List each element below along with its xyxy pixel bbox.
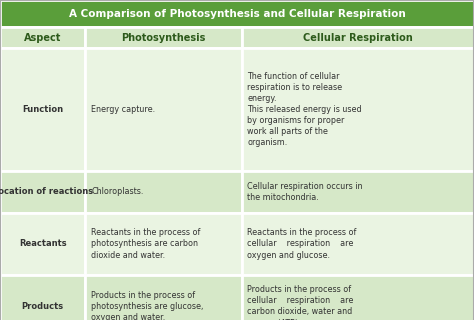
FancyBboxPatch shape [0,27,85,48]
Text: The function of cellular
respiration is to release
energy.
This released energy : The function of cellular respiration is … [247,72,362,148]
Text: Products in the process of
cellular    respiration    are
carbon dioxide, water : Products in the process of cellular resp… [247,285,354,320]
Text: Reactants in the process of
cellular    respiration    are
oxygen and glucose.: Reactants in the process of cellular res… [247,228,357,260]
FancyBboxPatch shape [85,213,242,275]
Text: Products in the process of
photosynthesis are glucose,
oxygen and water.: Products in the process of photosynthesi… [91,291,203,320]
Text: A Comparison of Photosynthesis and Cellular Respiration: A Comparison of Photosynthesis and Cellu… [69,9,405,19]
FancyBboxPatch shape [0,48,85,171]
Text: Energy capture.: Energy capture. [91,105,155,114]
FancyBboxPatch shape [242,171,474,213]
Text: Photosynthesis: Photosynthesis [121,33,206,43]
Text: Products: Products [22,302,64,311]
Text: Aspect: Aspect [24,33,61,43]
Text: Location of reactions: Location of reactions [0,188,93,196]
FancyBboxPatch shape [0,275,85,320]
FancyBboxPatch shape [0,213,85,275]
FancyBboxPatch shape [85,27,242,48]
Text: Reactants in the process of
photosynthesis are carbon
dioxide and water.: Reactants in the process of photosynthes… [91,228,201,260]
FancyBboxPatch shape [242,213,474,275]
FancyBboxPatch shape [242,27,474,48]
Text: Reactants: Reactants [19,239,66,249]
FancyBboxPatch shape [85,48,242,171]
FancyBboxPatch shape [242,275,474,320]
FancyBboxPatch shape [242,48,474,171]
FancyBboxPatch shape [0,0,474,27]
FancyBboxPatch shape [85,275,242,320]
FancyBboxPatch shape [0,171,85,213]
Text: Cellular Respiration: Cellular Respiration [303,33,413,43]
Text: Chloroplasts.: Chloroplasts. [91,188,143,196]
Text: Function: Function [22,105,63,114]
Text: Cellular respiration occurs in
the mitochondria.: Cellular respiration occurs in the mitoc… [247,182,363,202]
FancyBboxPatch shape [85,171,242,213]
